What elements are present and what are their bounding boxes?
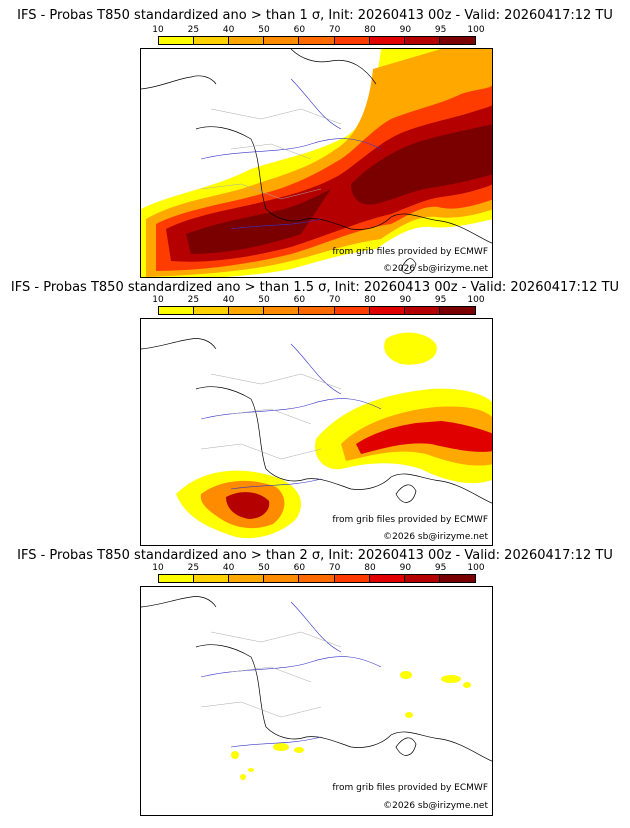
color-legend: 10 25 40 50 60 70 80 90 95 100 (152, 25, 485, 47)
probability-map: from grib files provided by ECMWF ©2026 … (140, 48, 493, 278)
map-outlines (141, 596, 492, 762)
copyright-credit: ©2026 sb@irizyme.net (383, 801, 488, 811)
legend-swatch (334, 575, 370, 582)
legend-tick-label: 40 (222, 295, 235, 305)
legend-swatch (159, 307, 195, 314)
legend-tick-label: 80 (364, 25, 376, 35)
legend-tick-label: 70 (328, 563, 341, 573)
legend-swatch (334, 307, 370, 314)
legend-swatch (369, 575, 405, 582)
panel-2sigma: IFS - Probas T850 standardized ano > tha… (0, 546, 630, 828)
legend-tick-label: 10 (152, 25, 164, 35)
legend-swatch (439, 307, 475, 314)
legend-swatch (194, 307, 230, 314)
legend-swatch (229, 575, 265, 582)
legend-tick-label: 25 (187, 563, 200, 573)
grib-credit: from grib files provided by ECMWF (332, 247, 488, 257)
legend-tick-label: 40 (222, 25, 235, 35)
legend-tick-label: 25 (187, 295, 200, 305)
probability-shading (141, 49, 492, 277)
legend-swatch (334, 37, 370, 44)
legend-swatch (299, 307, 335, 314)
legend-tick-label: 100 (467, 295, 485, 305)
legend-tick-label: 70 (328, 25, 341, 35)
legend-bar (158, 306, 476, 315)
color-legend: 10 25 40 50 60 70 80 90 95 100 (152, 563, 485, 585)
legend-swatch (194, 575, 230, 582)
map-canvas (141, 332, 492, 539)
panel-title: IFS - Probas T850 standardized ano > tha… (10, 280, 620, 295)
legend-ticks: 10 25 40 50 60 70 80 90 95 100 (152, 295, 484, 305)
legend-tick-label: 80 (364, 295, 376, 305)
legend-tick-label: 80 (364, 563, 376, 573)
copyright-credit: ©2026 sb@irizyme.net (383, 264, 488, 274)
legend-bar (158, 36, 476, 45)
legend-tick-label: 50 (258, 25, 270, 35)
legend-ticks: 10 25 40 50 60 70 80 90 95 100 (152, 25, 484, 35)
legend-tick-label: 95 (434, 25, 447, 35)
legend-swatch (404, 575, 440, 582)
panel-title: IFS - Probas T850 standardized ano > tha… (17, 548, 613, 563)
copyright-credit: ©2026 sb@irizyme.net (383, 532, 488, 542)
legend-swatch (159, 575, 195, 582)
legend-tick-label: 90 (399, 295, 412, 305)
rivers (200, 78, 382, 230)
probability-shading (231, 671, 471, 780)
legend-tick-label: 95 (434, 563, 447, 573)
legend-swatch (404, 37, 440, 44)
probability-map: from grib files provided by ECMWF ©2026 … (140, 586, 493, 816)
legend-tick-label: 90 (399, 25, 412, 35)
legend-swatch (264, 37, 300, 44)
legend-tick-label: 40 (222, 563, 235, 573)
legend-swatch (299, 575, 335, 582)
legend-tick-label: 10 (152, 563, 164, 573)
legend-swatch (159, 37, 195, 44)
legend-swatch (369, 307, 405, 314)
legend-swatch (264, 575, 300, 582)
legend-swatch (229, 37, 265, 44)
legend-tick-label: 25 (187, 25, 200, 35)
legend-swatch (299, 37, 335, 44)
regional-borders (200, 108, 342, 200)
legend-tick-label: 100 (467, 563, 485, 573)
legend-swatch (369, 37, 405, 44)
grib-credit: from grib files provided by ECMWF (332, 783, 488, 793)
legend-tick-label: 95 (434, 295, 447, 305)
map-outlines (141, 49, 492, 274)
probability-shading (176, 332, 492, 539)
color-legend: 10 25 40 50 60 70 80 90 95 100 (152, 295, 485, 317)
panel-1-5sigma: IFS - Probas T850 standardized ano > tha… (0, 278, 630, 548)
legend-tick-label: 10 (152, 295, 164, 305)
legend-tick-label: 60 (293, 563, 306, 573)
regional-borders (200, 631, 342, 718)
panel-1sigma: IFS - Probas T850 standardized ano > tha… (0, 0, 630, 278)
legend-tick-label: 100 (467, 25, 485, 35)
legend-ticks: 10 25 40 50 60 70 80 90 95 100 (152, 563, 484, 573)
legend-tick-label: 60 (293, 295, 306, 305)
legend-swatch (439, 575, 475, 582)
legend-swatch (264, 307, 300, 314)
legend-swatch (229, 307, 265, 314)
legend-tick-label: 70 (328, 295, 341, 305)
legend-tick-label: 90 (399, 563, 412, 573)
grib-credit: from grib files provided by ECMWF (332, 515, 488, 525)
regional-borders (200, 373, 342, 460)
legend-tick-label: 60 (293, 25, 306, 35)
legend-bar (158, 574, 476, 583)
probability-map: from grib files provided by ECMWF ©2026 … (140, 318, 493, 546)
map-canvas (141, 49, 492, 277)
legend-swatch (404, 307, 440, 314)
legend-swatch (439, 37, 475, 44)
map-outlines (141, 338, 492, 504)
panel-title: IFS - Probas T850 standardized ano > tha… (17, 8, 613, 23)
legend-swatch (194, 37, 230, 44)
legend-tick-label: 50 (258, 295, 270, 305)
map-canvas (141, 596, 492, 780)
legend-tick-label: 50 (258, 563, 270, 573)
